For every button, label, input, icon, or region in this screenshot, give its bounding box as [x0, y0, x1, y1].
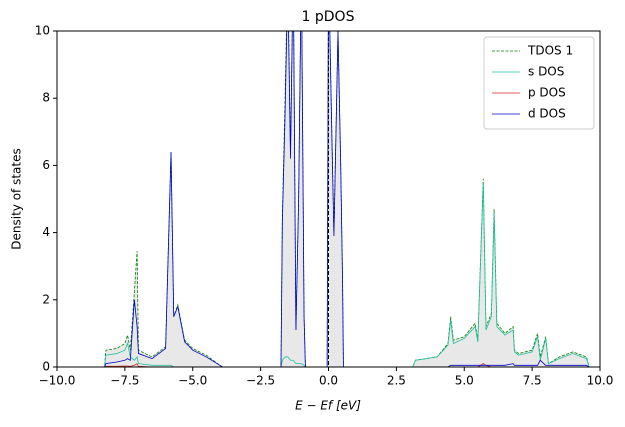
y-tick-label: 2	[42, 292, 50, 306]
x-tick-label: −10.0	[39, 374, 76, 388]
x-tick-label: 0.0	[319, 374, 338, 388]
y-tick-label: 8	[42, 91, 50, 105]
legend-label: d DOS	[528, 107, 566, 121]
x-tick-label: −7.5	[110, 374, 139, 388]
y-tick-label: 6	[42, 158, 50, 172]
x-tick-label: 10.0	[587, 374, 614, 388]
y-tick-label: 4	[42, 225, 50, 239]
x-tick-label: −2.5	[246, 374, 275, 388]
x-tick-label: 2.5	[387, 374, 406, 388]
legend-box	[483, 36, 595, 130]
y-tick-label: 10	[35, 24, 50, 38]
series-line	[57, 31, 600, 367]
x-tick-label: 7.5	[523, 374, 542, 388]
x-tick-label: −5.0	[178, 374, 207, 388]
y-tick-label: 0	[42, 360, 50, 374]
plot-area	[57, 31, 600, 367]
chart-title: 1 pDOS	[302, 9, 355, 25]
x-axis-label: E − Ef [eV]	[295, 399, 361, 413]
series-line	[57, 182, 600, 367]
legend-label: TDOS 1	[527, 44, 573, 58]
legend-label: p DOS	[528, 86, 566, 100]
y-axis-label: Density of states	[10, 148, 24, 249]
x-tick-label: 5.0	[455, 374, 474, 388]
legend-label: s DOS	[528, 65, 564, 79]
